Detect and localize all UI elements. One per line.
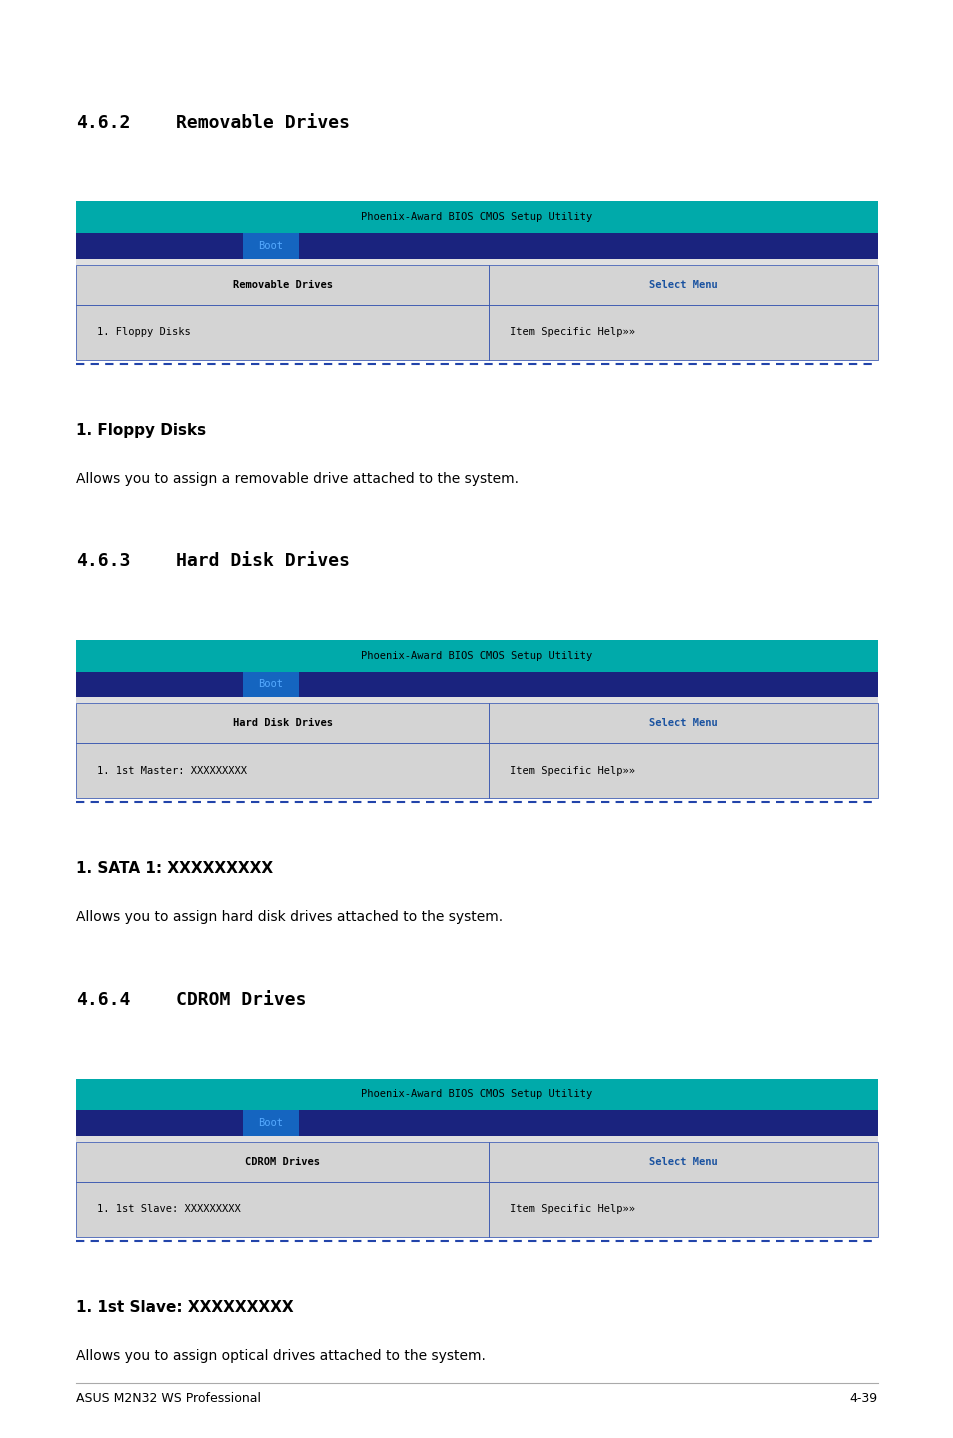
Bar bbox=[489, 703, 877, 743]
Text: Allows you to assign hard disk drives attached to the system.: Allows you to assign hard disk drives at… bbox=[76, 910, 503, 925]
Bar bbox=[489, 1182, 877, 1237]
Bar bbox=[76, 259, 877, 265]
Text: Phoenix-Award BIOS CMOS Setup Utility: Phoenix-Award BIOS CMOS Setup Utility bbox=[361, 651, 592, 660]
Text: 1. SATA 1: XXXXXXXXX: 1. SATA 1: XXXXXXXXX bbox=[76, 861, 274, 876]
Text: Select Menu: Select Menu bbox=[648, 280, 717, 289]
Bar bbox=[76, 743, 489, 798]
Text: Item Specific Help»»: Item Specific Help»» bbox=[510, 766, 635, 775]
Text: 1. 1st Master: XXXXXXXXX: 1. 1st Master: XXXXXXXXX bbox=[97, 766, 247, 775]
Text: Hard Disk Drives: Hard Disk Drives bbox=[233, 719, 333, 728]
Text: CDROM Drives: CDROM Drives bbox=[176, 991, 307, 1009]
Text: Allows you to assign optical drives attached to the system.: Allows you to assign optical drives atta… bbox=[76, 1349, 486, 1363]
Text: Select Menu: Select Menu bbox=[648, 719, 717, 728]
Text: Allows you to assign a removable drive attached to the system.: Allows you to assign a removable drive a… bbox=[76, 472, 518, 486]
Bar bbox=[243, 1110, 298, 1136]
Text: 4.6.2: 4.6.2 bbox=[76, 114, 131, 132]
Text: 4-39: 4-39 bbox=[849, 1392, 877, 1405]
Bar bbox=[243, 672, 298, 697]
Bar bbox=[76, 640, 877, 672]
Text: 4.6.3: 4.6.3 bbox=[76, 552, 131, 571]
Bar bbox=[76, 265, 489, 305]
Bar bbox=[76, 1078, 877, 1110]
Text: Removable Drives: Removable Drives bbox=[176, 114, 350, 132]
Bar bbox=[76, 1142, 489, 1182]
Text: Phoenix-Award BIOS CMOS Setup Utility: Phoenix-Award BIOS CMOS Setup Utility bbox=[361, 1090, 592, 1099]
Bar bbox=[489, 305, 877, 360]
Bar bbox=[489, 743, 877, 798]
Text: Item Specific Help»»: Item Specific Help»» bbox=[510, 328, 635, 336]
Bar bbox=[76, 201, 877, 233]
Bar bbox=[76, 1110, 877, 1136]
Text: Boot: Boot bbox=[258, 1119, 283, 1127]
Text: ASUS M2N32 WS Professional: ASUS M2N32 WS Professional bbox=[76, 1392, 261, 1405]
Text: Removable Drives: Removable Drives bbox=[233, 280, 333, 289]
Text: Boot: Boot bbox=[258, 242, 283, 250]
Bar bbox=[489, 1142, 877, 1182]
Bar bbox=[76, 1182, 489, 1237]
Text: Boot: Boot bbox=[258, 680, 283, 689]
Text: Item Specific Help»»: Item Specific Help»» bbox=[510, 1205, 635, 1214]
Bar bbox=[489, 265, 877, 305]
Text: CDROM Drives: CDROM Drives bbox=[245, 1158, 320, 1166]
Text: Hard Disk Drives: Hard Disk Drives bbox=[176, 552, 350, 571]
Text: 4.6.4: 4.6.4 bbox=[76, 991, 131, 1009]
Bar bbox=[76, 1136, 877, 1142]
Text: 1. Floppy Disks: 1. Floppy Disks bbox=[97, 328, 191, 336]
Bar bbox=[243, 233, 298, 259]
Bar bbox=[76, 672, 877, 697]
Text: 1. Floppy Disks: 1. Floppy Disks bbox=[76, 423, 206, 437]
Text: Select Menu: Select Menu bbox=[648, 1158, 717, 1166]
Bar bbox=[76, 697, 877, 703]
Bar bbox=[76, 305, 489, 360]
Bar bbox=[76, 233, 877, 259]
Text: 1. 1st Slave: XXXXXXXXX: 1. 1st Slave: XXXXXXXXX bbox=[97, 1205, 241, 1214]
Text: Phoenix-Award BIOS CMOS Setup Utility: Phoenix-Award BIOS CMOS Setup Utility bbox=[361, 213, 592, 221]
Bar bbox=[76, 703, 489, 743]
Text: 1. 1st Slave: XXXXXXXXX: 1. 1st Slave: XXXXXXXXX bbox=[76, 1300, 294, 1314]
